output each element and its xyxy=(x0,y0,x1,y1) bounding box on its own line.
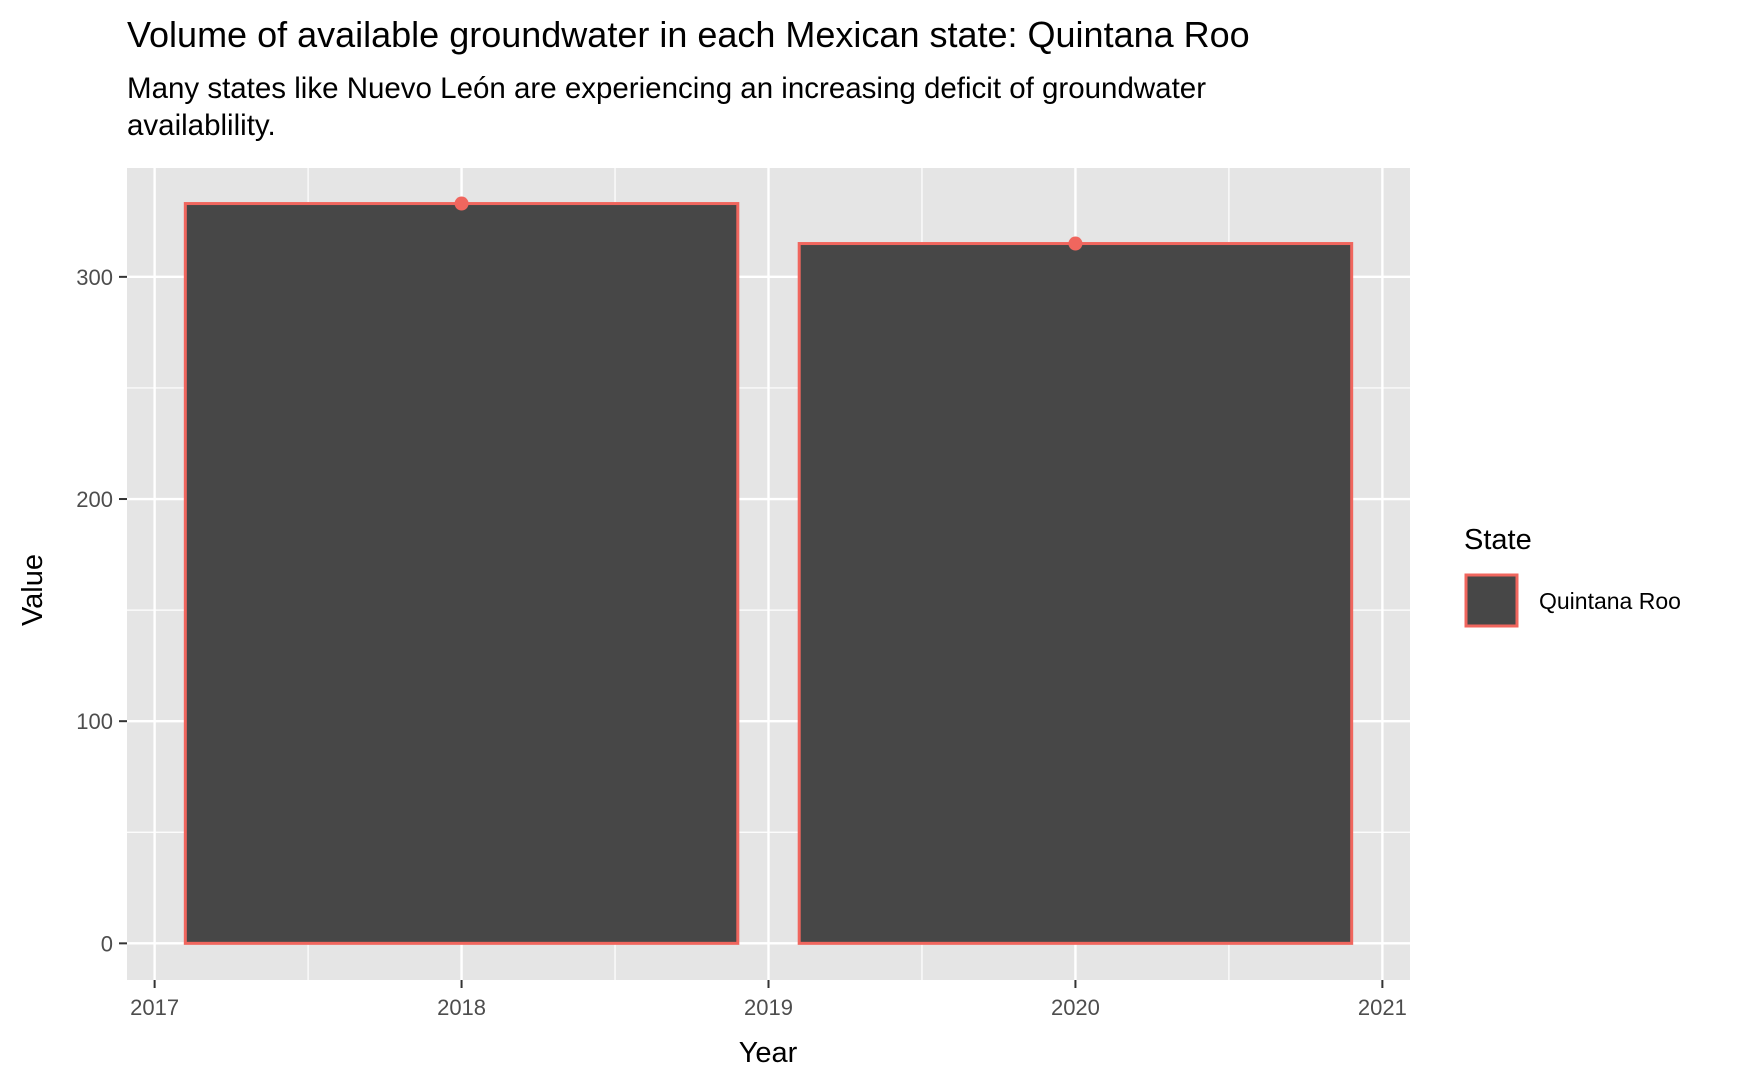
x-axis: 2017 2018 2019 2020 2021 xyxy=(130,980,1407,1020)
x-tick-label: 2021 xyxy=(1358,995,1407,1020)
legend-title: State xyxy=(1464,524,1532,556)
y-tick-label: 0 xyxy=(101,931,113,956)
legend: State Quintana Roo xyxy=(1464,524,1681,628)
point-2020 xyxy=(1068,236,1083,251)
y-axis: 0 100 200 300 xyxy=(76,265,127,956)
chart-subtitle: Many states like Nuevo León are experien… xyxy=(127,72,1207,142)
x-tick-label: 2020 xyxy=(1051,995,1100,1020)
points xyxy=(454,196,1083,251)
bar-2020 xyxy=(797,242,1354,945)
bar-2018 xyxy=(183,202,740,945)
y-tick-label: 300 xyxy=(76,265,113,290)
x-tick-label: 2017 xyxy=(130,995,179,1020)
x-tick-label: 2018 xyxy=(437,995,486,1020)
x-axis-title: Year xyxy=(739,1037,798,1069)
point-2018 xyxy=(454,196,469,211)
y-tick-label: 200 xyxy=(76,487,113,512)
x-tick-label: 2019 xyxy=(744,995,793,1020)
y-axis-title: Value xyxy=(17,554,49,626)
legend-label-quintana-roo: Quintana Roo xyxy=(1539,588,1681,614)
bars xyxy=(183,202,1354,945)
legend-key-quintana-roo xyxy=(1464,573,1519,628)
chart-title: Volume of available groundwater in each … xyxy=(127,14,1250,55)
y-tick-label: 100 xyxy=(76,709,113,734)
